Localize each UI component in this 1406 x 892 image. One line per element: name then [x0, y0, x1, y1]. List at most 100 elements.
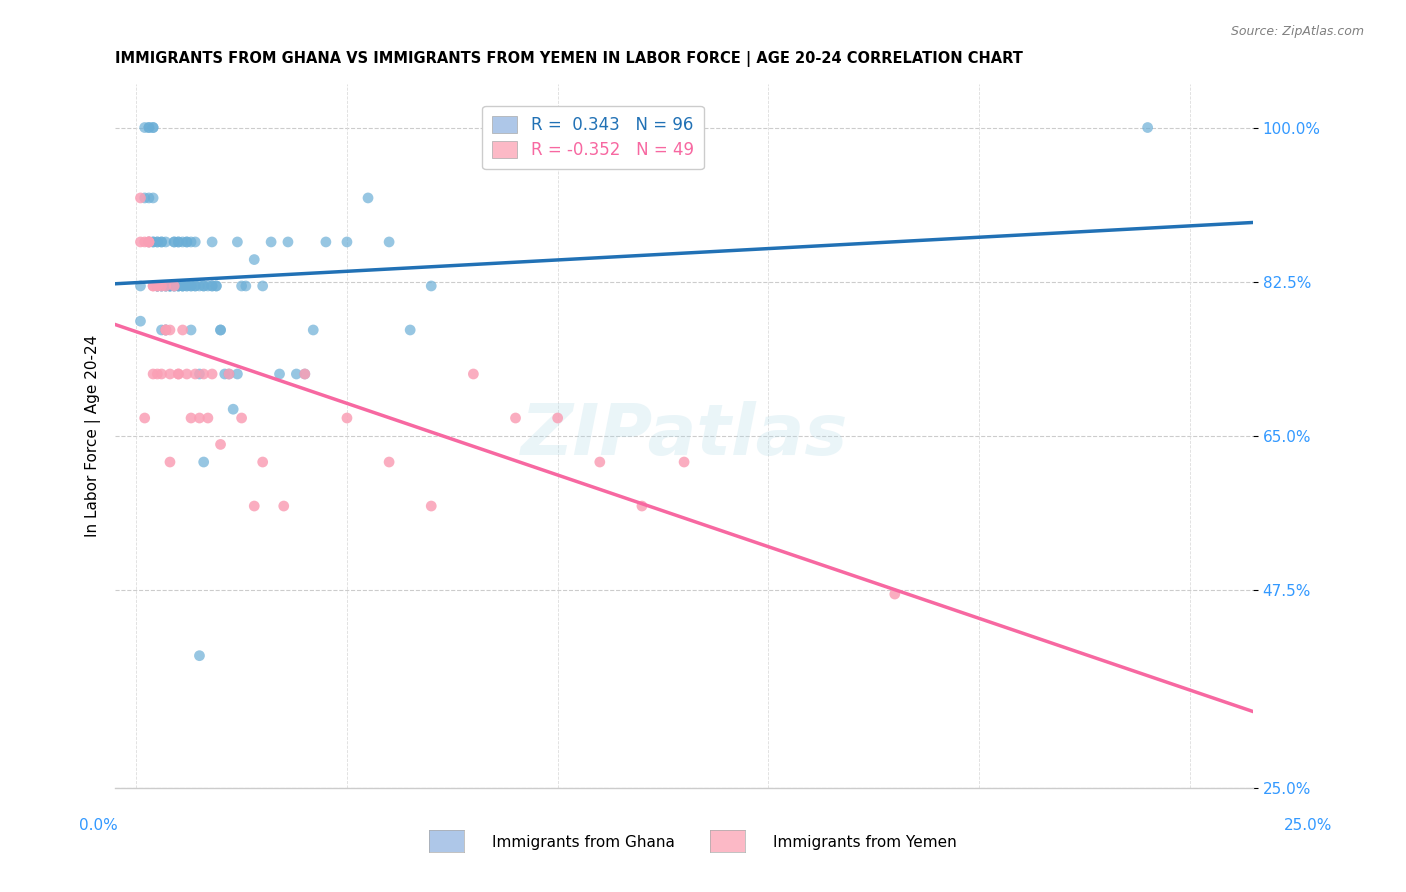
Point	[167, 235, 190, 249]
Point	[209, 437, 232, 451]
Point	[146, 279, 169, 293]
Point	[155, 279, 177, 293]
Point	[201, 367, 224, 381]
Text: Immigrants from Yemen: Immigrants from Yemen	[773, 836, 957, 850]
Point	[172, 279, 194, 293]
Point	[142, 367, 165, 381]
Point	[201, 235, 224, 249]
Point	[167, 279, 190, 293]
Point	[150, 367, 173, 381]
Point	[176, 279, 198, 293]
Point	[226, 367, 249, 381]
Point	[155, 235, 177, 249]
Point	[197, 279, 219, 293]
Point	[163, 235, 186, 249]
Point	[184, 367, 207, 381]
Y-axis label: In Labor Force | Age 20-24: In Labor Force | Age 20-24	[86, 334, 101, 537]
Point	[184, 279, 207, 293]
Point	[159, 323, 181, 337]
Text: IMMIGRANTS FROM GHANA VS IMMIGRANTS FROM YEMEN IN LABOR FORCE | AGE 20-24 CORREL: IMMIGRANTS FROM GHANA VS IMMIGRANTS FROM…	[115, 51, 1024, 67]
Point	[176, 235, 198, 249]
Point	[188, 648, 211, 663]
Point	[142, 191, 165, 205]
Point	[167, 279, 190, 293]
Point	[146, 279, 169, 293]
Point	[134, 411, 156, 425]
Text: 25.0%: 25.0%	[1284, 818, 1331, 832]
Point	[138, 235, 160, 249]
Point	[378, 235, 401, 249]
Point	[134, 191, 156, 205]
Point	[163, 279, 186, 293]
Point	[193, 455, 215, 469]
Point	[134, 235, 156, 249]
Point	[673, 455, 696, 469]
Point	[226, 235, 249, 249]
Point	[631, 499, 654, 513]
Point	[159, 455, 181, 469]
Point	[243, 252, 266, 267]
Point	[193, 279, 215, 293]
Point	[231, 411, 253, 425]
Point	[150, 279, 173, 293]
Point	[172, 279, 194, 293]
Point	[193, 279, 215, 293]
Point	[463, 367, 485, 381]
Point	[180, 235, 202, 249]
Point	[155, 279, 177, 293]
Point	[129, 314, 152, 328]
Point	[294, 367, 316, 381]
Point	[150, 279, 173, 293]
Point	[218, 367, 240, 381]
Point	[146, 279, 169, 293]
Point	[269, 367, 291, 381]
Point	[277, 235, 299, 249]
Point	[163, 279, 186, 293]
Point	[129, 279, 152, 293]
Point	[163, 279, 186, 293]
Point	[146, 235, 169, 249]
Point	[589, 455, 612, 469]
Point	[336, 235, 359, 249]
Point	[159, 279, 181, 293]
Point	[155, 279, 177, 293]
Point	[172, 279, 194, 293]
Point	[205, 279, 228, 293]
Point	[505, 411, 527, 425]
Point	[188, 279, 211, 293]
Point	[159, 279, 181, 293]
Point	[176, 367, 198, 381]
Point	[163, 235, 186, 249]
Point	[336, 411, 359, 425]
Point	[302, 323, 325, 337]
Point	[180, 411, 202, 425]
Point	[184, 235, 207, 249]
Point	[155, 279, 177, 293]
Point	[155, 323, 177, 337]
Point	[235, 279, 257, 293]
Point	[883, 587, 905, 601]
Point	[180, 279, 202, 293]
Text: Source: ZipAtlas.com: Source: ZipAtlas.com	[1230, 25, 1364, 37]
Point	[159, 279, 181, 293]
Point	[150, 235, 173, 249]
Point	[222, 402, 245, 417]
Point	[252, 455, 274, 469]
Point	[155, 323, 177, 337]
Point	[150, 279, 173, 293]
Point	[167, 367, 190, 381]
Point	[159, 279, 181, 293]
Point	[193, 367, 215, 381]
Point	[142, 279, 165, 293]
Point	[138, 191, 160, 205]
Point	[252, 279, 274, 293]
Point	[142, 120, 165, 135]
Point	[1136, 120, 1159, 135]
Point	[138, 120, 160, 135]
Point	[146, 279, 169, 293]
Point	[167, 367, 190, 381]
Point	[142, 235, 165, 249]
Point	[138, 235, 160, 249]
Point	[146, 235, 169, 249]
Point	[150, 279, 173, 293]
